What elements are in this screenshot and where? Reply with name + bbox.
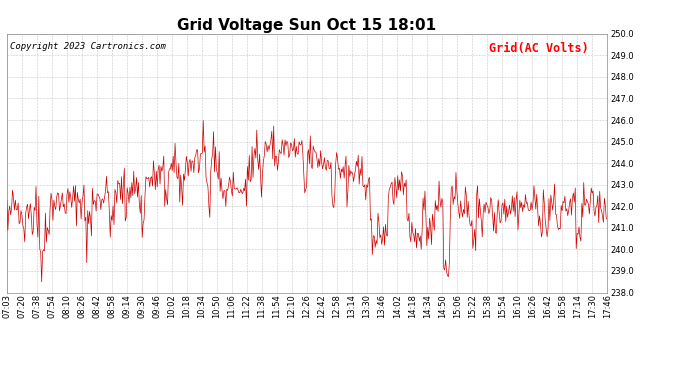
Text: Grid(AC Volts): Grid(AC Volts) bbox=[489, 42, 589, 54]
Text: Copyright 2023 Cartronics.com: Copyright 2023 Cartronics.com bbox=[10, 42, 166, 51]
Title: Grid Voltage Sun Oct 15 18:01: Grid Voltage Sun Oct 15 18:01 bbox=[177, 18, 437, 33]
